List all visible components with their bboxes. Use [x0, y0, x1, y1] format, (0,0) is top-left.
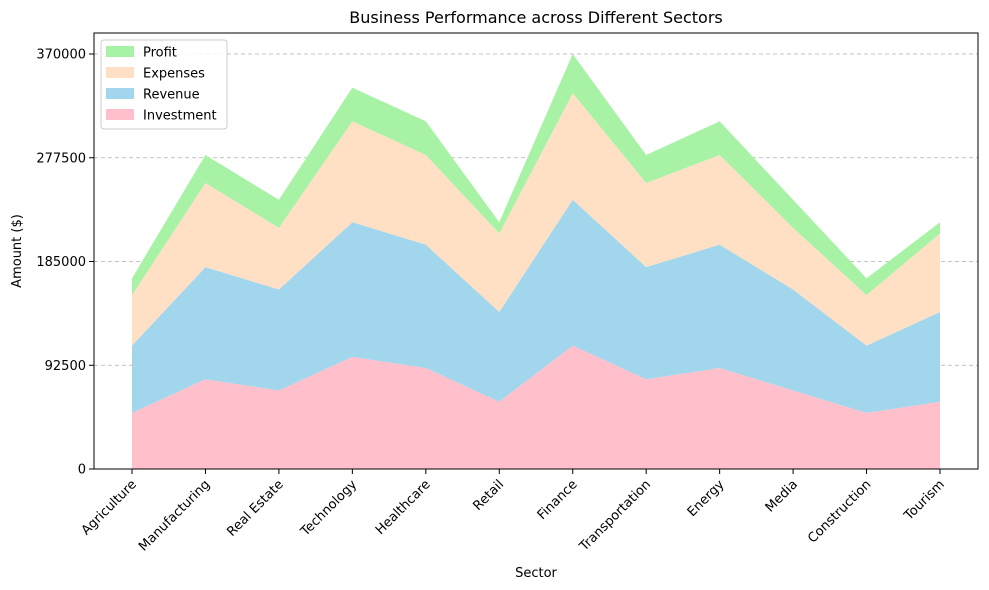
- x-tick-label-5: Retail: [471, 477, 508, 514]
- x-tick-label-1: Manufacturing: [136, 477, 213, 554]
- area-profit: [132, 54, 940, 296]
- x-tick-label-8: Energy: [685, 477, 728, 520]
- y-axis-ticks: 0 92500 185000 277500 370000: [36, 48, 94, 478]
- legend: Profit Expenses Revenue Investment: [100, 39, 228, 130]
- y-tick-label-2: 185000: [36, 255, 86, 270]
- x-tick-label-9: Media: [763, 477, 801, 515]
- legend-label-investment: Investment: [143, 109, 217, 124]
- x-axis-title: Sector: [515, 566, 557, 581]
- x-tick-label-11: Tourism: [901, 477, 948, 524]
- y-tick-label-0: 0: [78, 463, 86, 478]
- legend-label-expenses: Expenses: [143, 67, 205, 82]
- area-series: [132, 54, 940, 469]
- y-tick-label-4: 370000: [36, 48, 86, 63]
- x-tick-label-3: Technology: [297, 477, 360, 540]
- x-tick-label-0: Agriculture: [79, 477, 140, 538]
- legend-swatch-revenue: [106, 88, 134, 99]
- y-axis-title: Amount ($): [10, 214, 25, 288]
- y-tick-label-3: 277500: [36, 151, 86, 166]
- area-investment: [132, 345, 940, 469]
- x-tick-label-10: Construction: [805, 477, 874, 546]
- legend-swatch-profit: [106, 46, 134, 57]
- x-tick-label-6: Finance: [535, 477, 581, 523]
- x-tick-label-7: Transportation: [576, 477, 654, 555]
- legend-swatch-investment: [106, 109, 134, 120]
- x-tick-label-2: Real Estate: [224, 477, 286, 539]
- chart-title: Business Performance across Different Se…: [349, 8, 722, 27]
- legend-label-revenue: Revenue: [143, 88, 200, 103]
- legend-swatch-expenses: [106, 67, 134, 78]
- area-revenue: [132, 199, 940, 413]
- area-expenses: [132, 93, 940, 346]
- plot-frame: [93, 32, 979, 470]
- legend-box: [100, 39, 228, 130]
- y-tick-label-1: 92500: [45, 359, 86, 374]
- legend-label-profit: Profit: [143, 46, 177, 61]
- x-tick-label-4: Healthcare: [373, 477, 434, 538]
